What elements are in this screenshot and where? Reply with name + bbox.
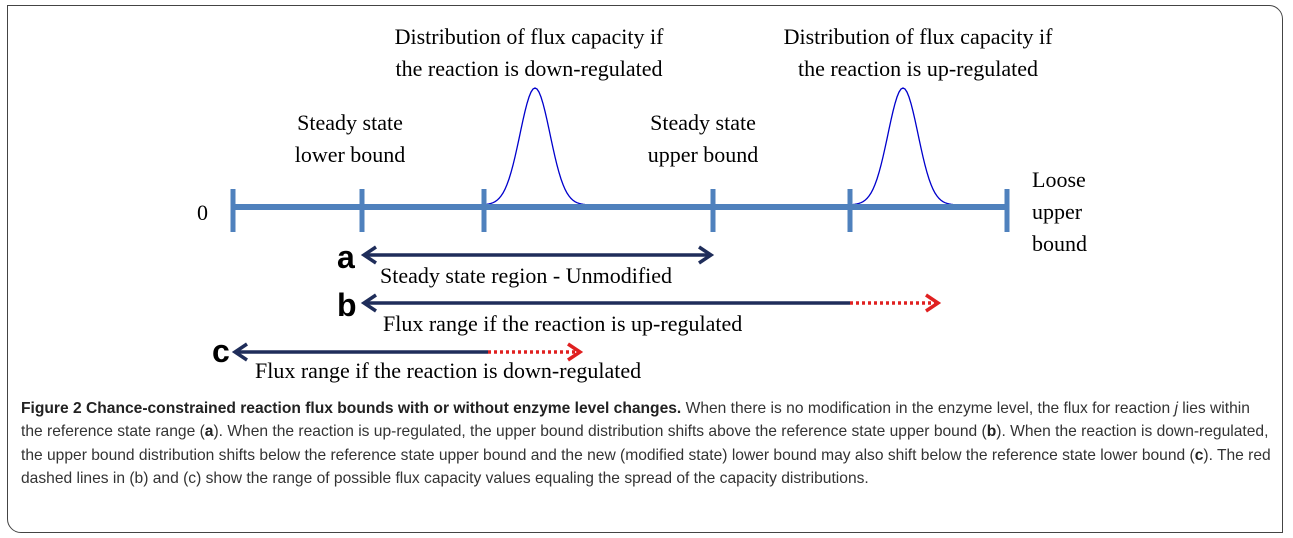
- frame: [7, 5, 1283, 533]
- caption: Figure 2 Chance-constrained reaction flu…: [21, 397, 1273, 490]
- caption-text: b: [986, 423, 997, 441]
- range-text: Flux range if the reaction is up-regulat…: [383, 311, 742, 336]
- label: upper: [1032, 199, 1083, 224]
- range-arrows: [231, 245, 942, 362]
- caption-text: lies within the reference state range (: [21, 400, 1250, 441]
- caption-text: a: [204, 423, 214, 441]
- range-text: Steady state region - Unmodified: [380, 263, 672, 288]
- caption-text: ). When the reaction is down-regulated, …: [21, 423, 1269, 464]
- range-letter: c: [212, 333, 230, 369]
- range-letter: b: [337, 287, 357, 323]
- label: Distribution of flux capacity if: [395, 24, 664, 49]
- caption-text: c: [1194, 446, 1204, 464]
- label: lower bound: [295, 142, 406, 167]
- range-text: Flux range if the reaction is down-regul…: [255, 358, 641, 383]
- caption-text: j: [1174, 400, 1178, 417]
- caption-title: Figure 2 Chance-constrained reaction flu…: [21, 400, 682, 417]
- label: bound: [1032, 231, 1087, 256]
- label: Distribution of flux capacity if: [784, 24, 1053, 49]
- label: Loose: [1032, 167, 1086, 192]
- caption-text: ). The red dashed lines in (b) and (c) s…: [21, 446, 1271, 487]
- range-letter: a: [337, 239, 355, 275]
- label: upper bound: [648, 142, 759, 167]
- zero-label: 0: [197, 200, 208, 225]
- diagram: 0 Steady state lower bound Distribution …: [197, 24, 1087, 383]
- axis-ticks: [230, 189, 1010, 232]
- label: Steady state: [297, 110, 403, 135]
- label: the reaction is down-regulated: [396, 56, 663, 81]
- distributions: [484, 87, 954, 206]
- distribution-curve: [852, 87, 954, 206]
- label: the reaction is up-regulated: [798, 56, 1038, 81]
- label: Steady state: [650, 110, 756, 135]
- caption-text: ). When the reaction is up-regulated, th…: [213, 423, 987, 441]
- caption-text: When there is no modification in the enz…: [685, 400, 1171, 417]
- distribution-curve: [484, 87, 586, 206]
